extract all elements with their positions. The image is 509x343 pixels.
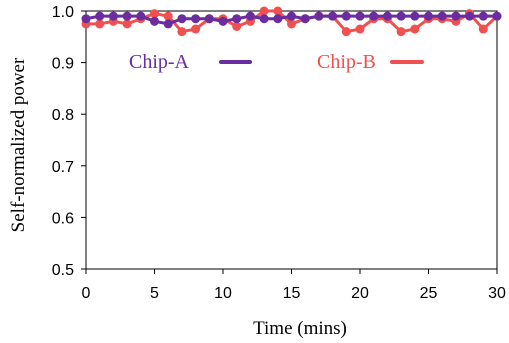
chip-a-point <box>328 11 338 21</box>
chip-a-point <box>314 11 324 21</box>
chip-b-point <box>410 24 420 34</box>
chip-a-point <box>108 11 118 21</box>
chip-a-point <box>396 11 406 21</box>
chip-a-point <box>150 16 159 26</box>
chip-b-point <box>177 27 187 37</box>
chip-a-point <box>122 11 132 21</box>
y-axis-title: Self-normalized power <box>8 57 29 232</box>
chip-b-point <box>396 27 406 37</box>
chip-b-point <box>259 6 269 16</box>
x-axis-ticks: 0 5 10 15 20 25 30 <box>82 269 506 302</box>
chip-b-point <box>191 24 201 34</box>
chip-b-point <box>122 19 132 29</box>
chip-a-point <box>136 11 146 21</box>
y-tick-label: 0.9 <box>52 56 74 73</box>
chip-a-point <box>492 11 502 21</box>
chip-a-point <box>300 14 310 24</box>
legend-label-chip-b: Chip-B <box>317 51 376 73</box>
chip-b-point <box>355 24 365 34</box>
x-tick-label: 15 <box>283 285 301 302</box>
chip-a-point <box>437 11 447 21</box>
x-tick-label: 5 <box>150 285 159 302</box>
y-axis-ticks: 0.5 0.6 0.7 0.8 0.9 1.0 <box>52 4 86 279</box>
chip-a-point <box>163 19 173 29</box>
chip-a-point <box>478 11 488 21</box>
chip-a-point <box>451 11 461 21</box>
y-tick-label: 0.8 <box>52 107 74 124</box>
chip-a-point <box>204 14 214 24</box>
chip-a-point <box>81 14 91 24</box>
y-tick-label: 0.5 <box>52 262 74 279</box>
chip-b-point <box>163 11 173 21</box>
chip-a-point <box>355 11 365 21</box>
chip-b-point <box>478 24 488 34</box>
legend: Chip-A Chip-B <box>129 51 424 73</box>
chip-a-point <box>369 11 379 21</box>
x-tick-label: 20 <box>351 285 369 302</box>
plot-axes <box>85 10 498 270</box>
y-tick-label: 0.7 <box>52 159 74 176</box>
chip-b-point <box>273 6 283 16</box>
chip-b-point <box>95 19 105 29</box>
chip-a-point <box>287 11 296 21</box>
x-tick-label: 25 <box>420 285 438 302</box>
chip-a-point <box>259 14 269 24</box>
y-tick-label: 0.6 <box>52 210 74 227</box>
legend-label-chip-a: Chip-A <box>129 51 190 73</box>
chip-a-point <box>341 11 351 21</box>
x-tick-label: 10 <box>214 285 232 302</box>
chip-a-point <box>232 14 242 24</box>
chip-a-point <box>424 11 433 21</box>
x-tick-label: 0 <box>82 285 91 302</box>
plot-area-frame <box>85 10 498 270</box>
chip-a-point <box>95 11 105 21</box>
chip-a-point <box>410 11 420 21</box>
chip-a-point <box>177 14 187 24</box>
x-tick-label: 30 <box>488 285 506 302</box>
chip-a-point <box>273 14 283 24</box>
chip-a-point <box>465 11 475 21</box>
y-tick-label: 1.0 <box>52 4 74 21</box>
x-axis-title: Time (mins) <box>253 318 347 339</box>
chip-b-point <box>232 21 242 31</box>
chip-b-point <box>287 19 296 29</box>
chip-b-point <box>150 9 159 19</box>
chip-a-point <box>218 16 228 26</box>
chip-a-point <box>191 14 201 24</box>
chip-a-point <box>382 11 392 21</box>
chip-b-point <box>341 27 351 37</box>
series-lines <box>81 6 502 37</box>
chip-a-point <box>245 11 255 21</box>
